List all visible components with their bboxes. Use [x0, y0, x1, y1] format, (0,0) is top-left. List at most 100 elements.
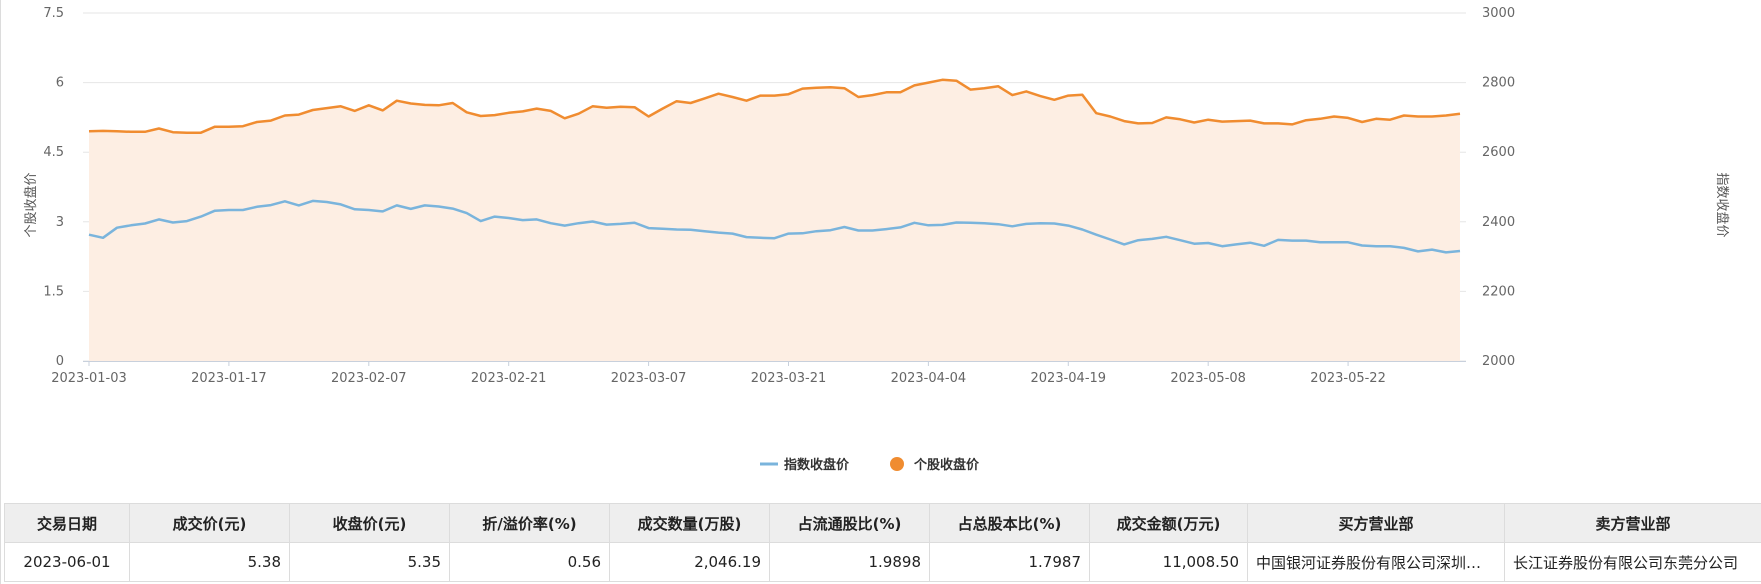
index-point[interactable]	[688, 227, 694, 233]
index-point[interactable]	[981, 220, 987, 226]
stock-point[interactable]	[492, 112, 498, 118]
stock-point[interactable]	[310, 107, 316, 113]
index-point[interactable]	[1443, 249, 1449, 255]
index-point[interactable]	[338, 201, 344, 207]
index-point[interactable]	[855, 228, 861, 234]
index-point[interactable]	[772, 235, 778, 241]
index-point[interactable]	[366, 207, 372, 213]
stock-point[interactable]	[100, 128, 106, 134]
index-point[interactable]	[156, 216, 162, 222]
header-close-price[interactable]: 收盘价(元)	[289, 503, 450, 543]
stock-point[interactable]	[1121, 118, 1127, 124]
index-point[interactable]	[841, 224, 847, 230]
index-point[interactable]	[604, 222, 610, 228]
index-point[interactable]	[142, 221, 148, 227]
index-point[interactable]	[226, 207, 232, 213]
index-point[interactable]	[1205, 240, 1211, 246]
stock-point[interactable]	[86, 128, 92, 134]
index-point[interactable]	[1079, 227, 1085, 233]
stock-point[interactable]	[772, 93, 778, 99]
stock-point[interactable]	[212, 124, 218, 130]
stock-point[interactable]	[282, 113, 288, 119]
index-point[interactable]	[436, 204, 442, 210]
stock-point[interactable]	[296, 112, 302, 118]
stock-point[interactable]	[1009, 92, 1015, 98]
stock-point[interactable]	[1247, 118, 1253, 124]
stock-point[interactable]	[716, 91, 722, 97]
stock-point[interactable]	[394, 98, 400, 104]
index-point[interactable]	[953, 220, 959, 226]
index-point[interactable]	[897, 224, 903, 230]
index-point[interactable]	[1289, 238, 1295, 244]
index-point[interactable]	[674, 227, 680, 233]
stock-point[interactable]	[338, 103, 344, 109]
index-point[interactable]	[576, 220, 582, 226]
stock-point[interactable]	[408, 101, 414, 107]
stock-point[interactable]	[1429, 114, 1435, 120]
index-point[interactable]	[464, 210, 470, 216]
stock-point[interactable]	[967, 87, 973, 93]
header-trade-date[interactable]: 交易日期	[4, 503, 130, 543]
index-point[interactable]	[1219, 243, 1225, 249]
index-point[interactable]	[1261, 243, 1267, 249]
stock-point[interactable]	[352, 108, 358, 114]
index-point[interactable]	[520, 217, 526, 223]
index-point[interactable]	[730, 231, 736, 237]
index-point[interactable]	[702, 228, 708, 234]
stock-point[interactable]	[380, 107, 386, 113]
index-point[interactable]	[86, 232, 92, 238]
stock-point[interactable]	[1149, 120, 1155, 126]
stock-point[interactable]	[478, 113, 484, 119]
index-point[interactable]	[240, 207, 246, 213]
stock-point[interactable]	[128, 129, 134, 135]
index-point[interactable]	[128, 222, 134, 228]
index-point[interactable]	[828, 227, 834, 233]
legend-item-index[interactable]: 指数收盘价	[760, 457, 850, 473]
index-point[interactable]	[212, 208, 218, 214]
index-point[interactable]	[1023, 221, 1029, 227]
index-point[interactable]	[1051, 221, 1057, 227]
stock-point[interactable]	[198, 130, 204, 136]
index-point[interactable]	[786, 231, 792, 237]
index-point[interactable]	[590, 219, 596, 225]
stock-point[interactable]	[1037, 93, 1043, 99]
header-volume[interactable]: 成交数量(万股)	[609, 503, 770, 543]
stock-point[interactable]	[660, 106, 666, 112]
index-point[interactable]	[1247, 240, 1253, 246]
stock-point[interactable]	[855, 94, 861, 100]
stock-point[interactable]	[1261, 120, 1267, 126]
stock-point[interactable]	[254, 119, 260, 125]
header-amount[interactable]: 成交金额(万元)	[1089, 503, 1248, 543]
stock-point[interactable]	[1205, 117, 1211, 123]
stock-point[interactable]	[562, 115, 568, 121]
stock-point[interactable]	[1303, 117, 1309, 123]
index-point[interactable]	[1233, 241, 1239, 247]
stock-point[interactable]	[897, 89, 903, 95]
index-point[interactable]	[1359, 243, 1365, 249]
index-point[interactable]	[310, 198, 316, 204]
stock-point[interactable]	[506, 110, 512, 116]
stock-point[interactable]	[156, 126, 162, 132]
stock-point[interactable]	[548, 108, 554, 114]
stock-point[interactable]	[939, 77, 945, 83]
index-point[interactable]	[1429, 247, 1435, 253]
index-point[interactable]	[1317, 239, 1323, 245]
stock-point[interactable]	[1051, 97, 1057, 103]
stock-point[interactable]	[1233, 118, 1239, 124]
index-point[interactable]	[646, 225, 652, 231]
stock-point[interactable]	[758, 93, 764, 99]
index-point[interactable]	[408, 206, 414, 212]
stock-point[interactable]	[1401, 113, 1407, 119]
stock-point[interactable]	[1373, 116, 1379, 122]
index-point[interactable]	[925, 222, 931, 228]
stock-point[interactable]	[226, 124, 232, 130]
stock-point[interactable]	[1275, 120, 1281, 126]
stock-point[interactable]	[170, 129, 176, 135]
stock-point[interactable]	[1191, 120, 1197, 126]
index-point[interactable]	[254, 204, 260, 210]
stock-point[interactable]	[366, 102, 372, 108]
stock-point[interactable]	[702, 95, 708, 101]
stock-point[interactable]	[1107, 114, 1113, 120]
stock-point[interactable]	[925, 80, 931, 86]
stock-point[interactable]	[604, 105, 610, 111]
